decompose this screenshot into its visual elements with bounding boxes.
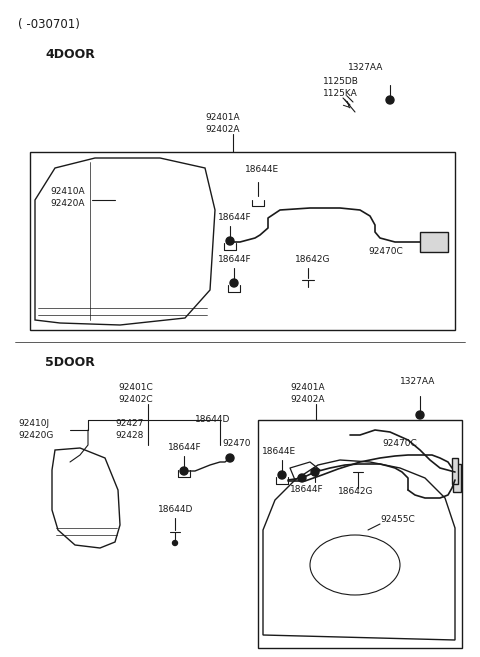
Text: 92410A: 92410A <box>50 187 84 196</box>
Text: 4DOOR: 4DOOR <box>45 48 95 61</box>
Text: 1327AA: 1327AA <box>400 378 435 386</box>
Bar <box>258 420 462 648</box>
Text: 92410J: 92410J <box>18 420 49 428</box>
Text: 18644D: 18644D <box>158 505 193 514</box>
Text: 1125DB: 1125DB <box>323 78 359 87</box>
Text: 92470: 92470 <box>222 440 251 449</box>
Text: 1327AA: 1327AA <box>348 64 384 72</box>
Text: 92455C: 92455C <box>380 516 415 524</box>
Text: 92427: 92427 <box>115 420 144 428</box>
Circle shape <box>226 237 234 245</box>
Text: 18644E: 18644E <box>245 166 279 175</box>
Circle shape <box>386 96 394 104</box>
Circle shape <box>172 541 178 545</box>
Text: 92420G: 92420G <box>18 432 53 440</box>
Text: 18642G: 18642G <box>338 487 373 497</box>
Text: 18644E: 18644E <box>262 447 296 457</box>
Text: 92428: 92428 <box>115 432 144 440</box>
Circle shape <box>226 454 234 462</box>
Text: 18644F: 18644F <box>168 443 202 453</box>
Text: 92401A: 92401A <box>290 384 324 392</box>
Text: 92470C: 92470C <box>382 440 417 449</box>
Text: 18642G: 18642G <box>295 256 331 265</box>
Text: 18644F: 18644F <box>218 256 252 265</box>
Text: ( -030701): ( -030701) <box>18 18 80 31</box>
Circle shape <box>180 467 188 475</box>
Bar <box>453 464 461 492</box>
Text: 92402A: 92402A <box>205 125 240 135</box>
Text: 18644D: 18644D <box>195 415 230 424</box>
Text: 92420A: 92420A <box>50 200 84 208</box>
Circle shape <box>278 471 286 479</box>
Text: 18644F: 18644F <box>290 486 324 495</box>
Text: 5DOOR: 5DOOR <box>45 356 95 369</box>
Circle shape <box>230 279 238 287</box>
Text: 92470C: 92470C <box>368 248 403 256</box>
Circle shape <box>416 411 424 419</box>
Text: 92401C: 92401C <box>118 384 153 392</box>
Bar <box>452 458 458 484</box>
Text: 18644F: 18644F <box>218 214 252 223</box>
Text: 92402A: 92402A <box>290 396 324 405</box>
Text: 1125KA: 1125KA <box>323 89 358 99</box>
Circle shape <box>298 474 306 482</box>
Circle shape <box>311 468 319 476</box>
Bar <box>420 232 448 252</box>
Bar <box>30 152 455 330</box>
Text: 92402C: 92402C <box>118 396 153 405</box>
Text: 92401A: 92401A <box>205 114 240 122</box>
